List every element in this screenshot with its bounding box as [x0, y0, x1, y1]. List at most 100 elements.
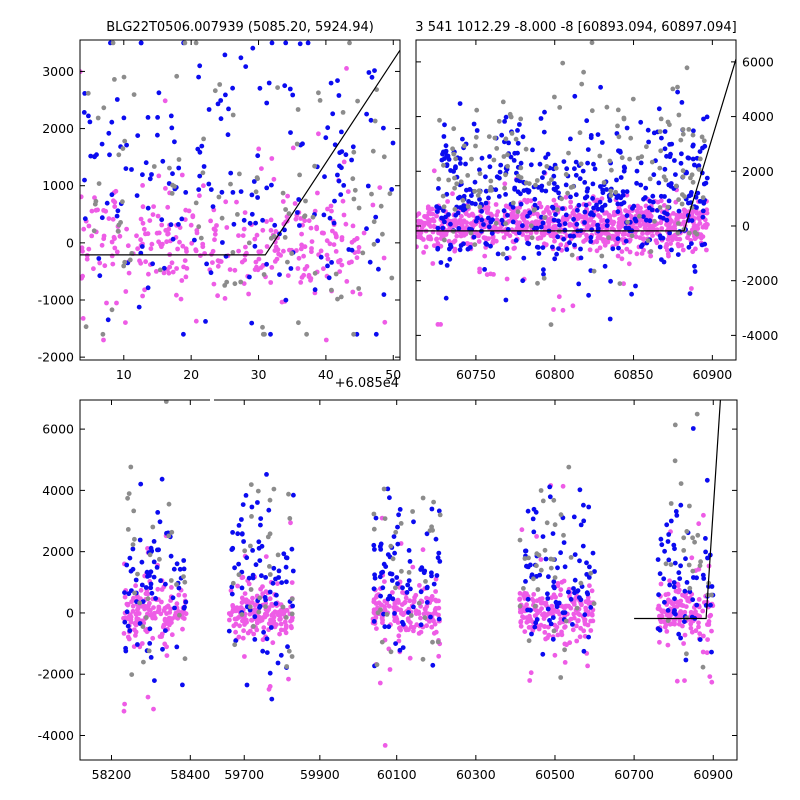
data-point: [395, 524, 400, 530]
data-point: [578, 601, 584, 606]
bottom-season-2-1-blue-points: [523, 484, 597, 657]
data-point: [195, 146, 201, 152]
data-point: [704, 114, 710, 120]
data-point: [229, 547, 235, 552]
data-point: [433, 536, 439, 542]
data-point: [550, 204, 555, 210]
data-point: [626, 261, 632, 267]
data-point: [125, 616, 131, 622]
data-point: [361, 230, 367, 236]
data-point: [489, 230, 495, 236]
data-point: [434, 573, 440, 578]
data-point: [532, 196, 538, 202]
data-point: [168, 553, 174, 559]
data-point: [218, 98, 224, 103]
data-point: [172, 139, 177, 145]
data-point: [538, 600, 544, 606]
data-point: [528, 607, 533, 613]
data-point: [114, 300, 119, 306]
data-point: [168, 113, 174, 119]
data-point: [546, 181, 552, 186]
data-point: [247, 611, 253, 617]
data-point: [592, 569, 597, 574]
data-point: [497, 175, 502, 181]
data-point: [568, 555, 574, 560]
data-point: [366, 70, 372, 75]
data-point: [297, 172, 302, 178]
data-point: [619, 249, 625, 255]
data-point: [678, 563, 683, 569]
data-point: [668, 562, 674, 567]
data-point: [96, 181, 102, 187]
data-point: [562, 221, 568, 227]
data-point: [437, 512, 443, 518]
data-point: [280, 604, 286, 610]
data-point: [324, 238, 330, 244]
axis-break-marker: [210, 397, 214, 403]
data-point: [447, 256, 453, 262]
data-point: [236, 523, 242, 528]
data-point: [356, 245, 362, 250]
data-point: [658, 198, 664, 204]
data-point: [393, 585, 398, 591]
data-point: [500, 251, 506, 257]
data-point: [360, 250, 366, 256]
data-point: [671, 542, 677, 548]
top-right-ytick-label: -2000: [742, 273, 778, 288]
data-point: [591, 161, 596, 167]
top-right-ytick-label: -4000: [742, 328, 778, 343]
data-point: [269, 265, 275, 270]
data-point: [683, 657, 689, 663]
data-point: [420, 547, 426, 553]
data-point: [530, 147, 535, 153]
data-point: [212, 237, 217, 243]
data-point: [395, 581, 400, 587]
data-point: [235, 531, 241, 537]
data-point: [687, 585, 693, 591]
data-point: [569, 252, 575, 258]
data-point: [618, 175, 624, 180]
data-point: [542, 109, 547, 115]
data-point: [538, 204, 544, 210]
data-point: [244, 555, 250, 561]
data-point: [483, 200, 489, 206]
data-point: [397, 607, 403, 613]
bottom-season-2-2-gray-points: [663, 411, 714, 670]
data-point: [473, 134, 479, 140]
data-point: [255, 195, 260, 200]
data-point: [371, 542, 377, 548]
data-point: [572, 166, 577, 172]
data-point: [267, 589, 273, 595]
data-point: [282, 609, 288, 614]
data-point: [502, 119, 507, 124]
data-point: [227, 617, 232, 623]
data-point: [109, 119, 115, 125]
data-point: [443, 149, 449, 155]
data-point: [227, 267, 233, 272]
top-left-xtick-label: 50: [385, 367, 401, 382]
data-point: [544, 225, 549, 231]
data-point: [283, 40, 289, 46]
data-point: [135, 607, 140, 613]
data-point: [526, 555, 531, 561]
data-point: [95, 207, 100, 213]
data-point: [83, 324, 89, 330]
data-point: [258, 516, 264, 521]
data-point: [129, 672, 135, 677]
data-point: [559, 196, 564, 202]
data-point: [585, 591, 591, 597]
data-point: [558, 675, 564, 680]
data-point: [260, 227, 266, 233]
data-point: [407, 655, 413, 661]
data-point: [165, 603, 171, 609]
data-point: [684, 170, 689, 176]
data-point: [648, 253, 654, 259]
data-point: [505, 163, 510, 169]
data-point: [528, 670, 534, 676]
data-point: [479, 155, 485, 161]
data-point: [517, 537, 523, 543]
data-point: [682, 208, 688, 214]
data-point: [639, 251, 645, 256]
data-point: [152, 615, 158, 621]
data-point: [341, 212, 347, 218]
